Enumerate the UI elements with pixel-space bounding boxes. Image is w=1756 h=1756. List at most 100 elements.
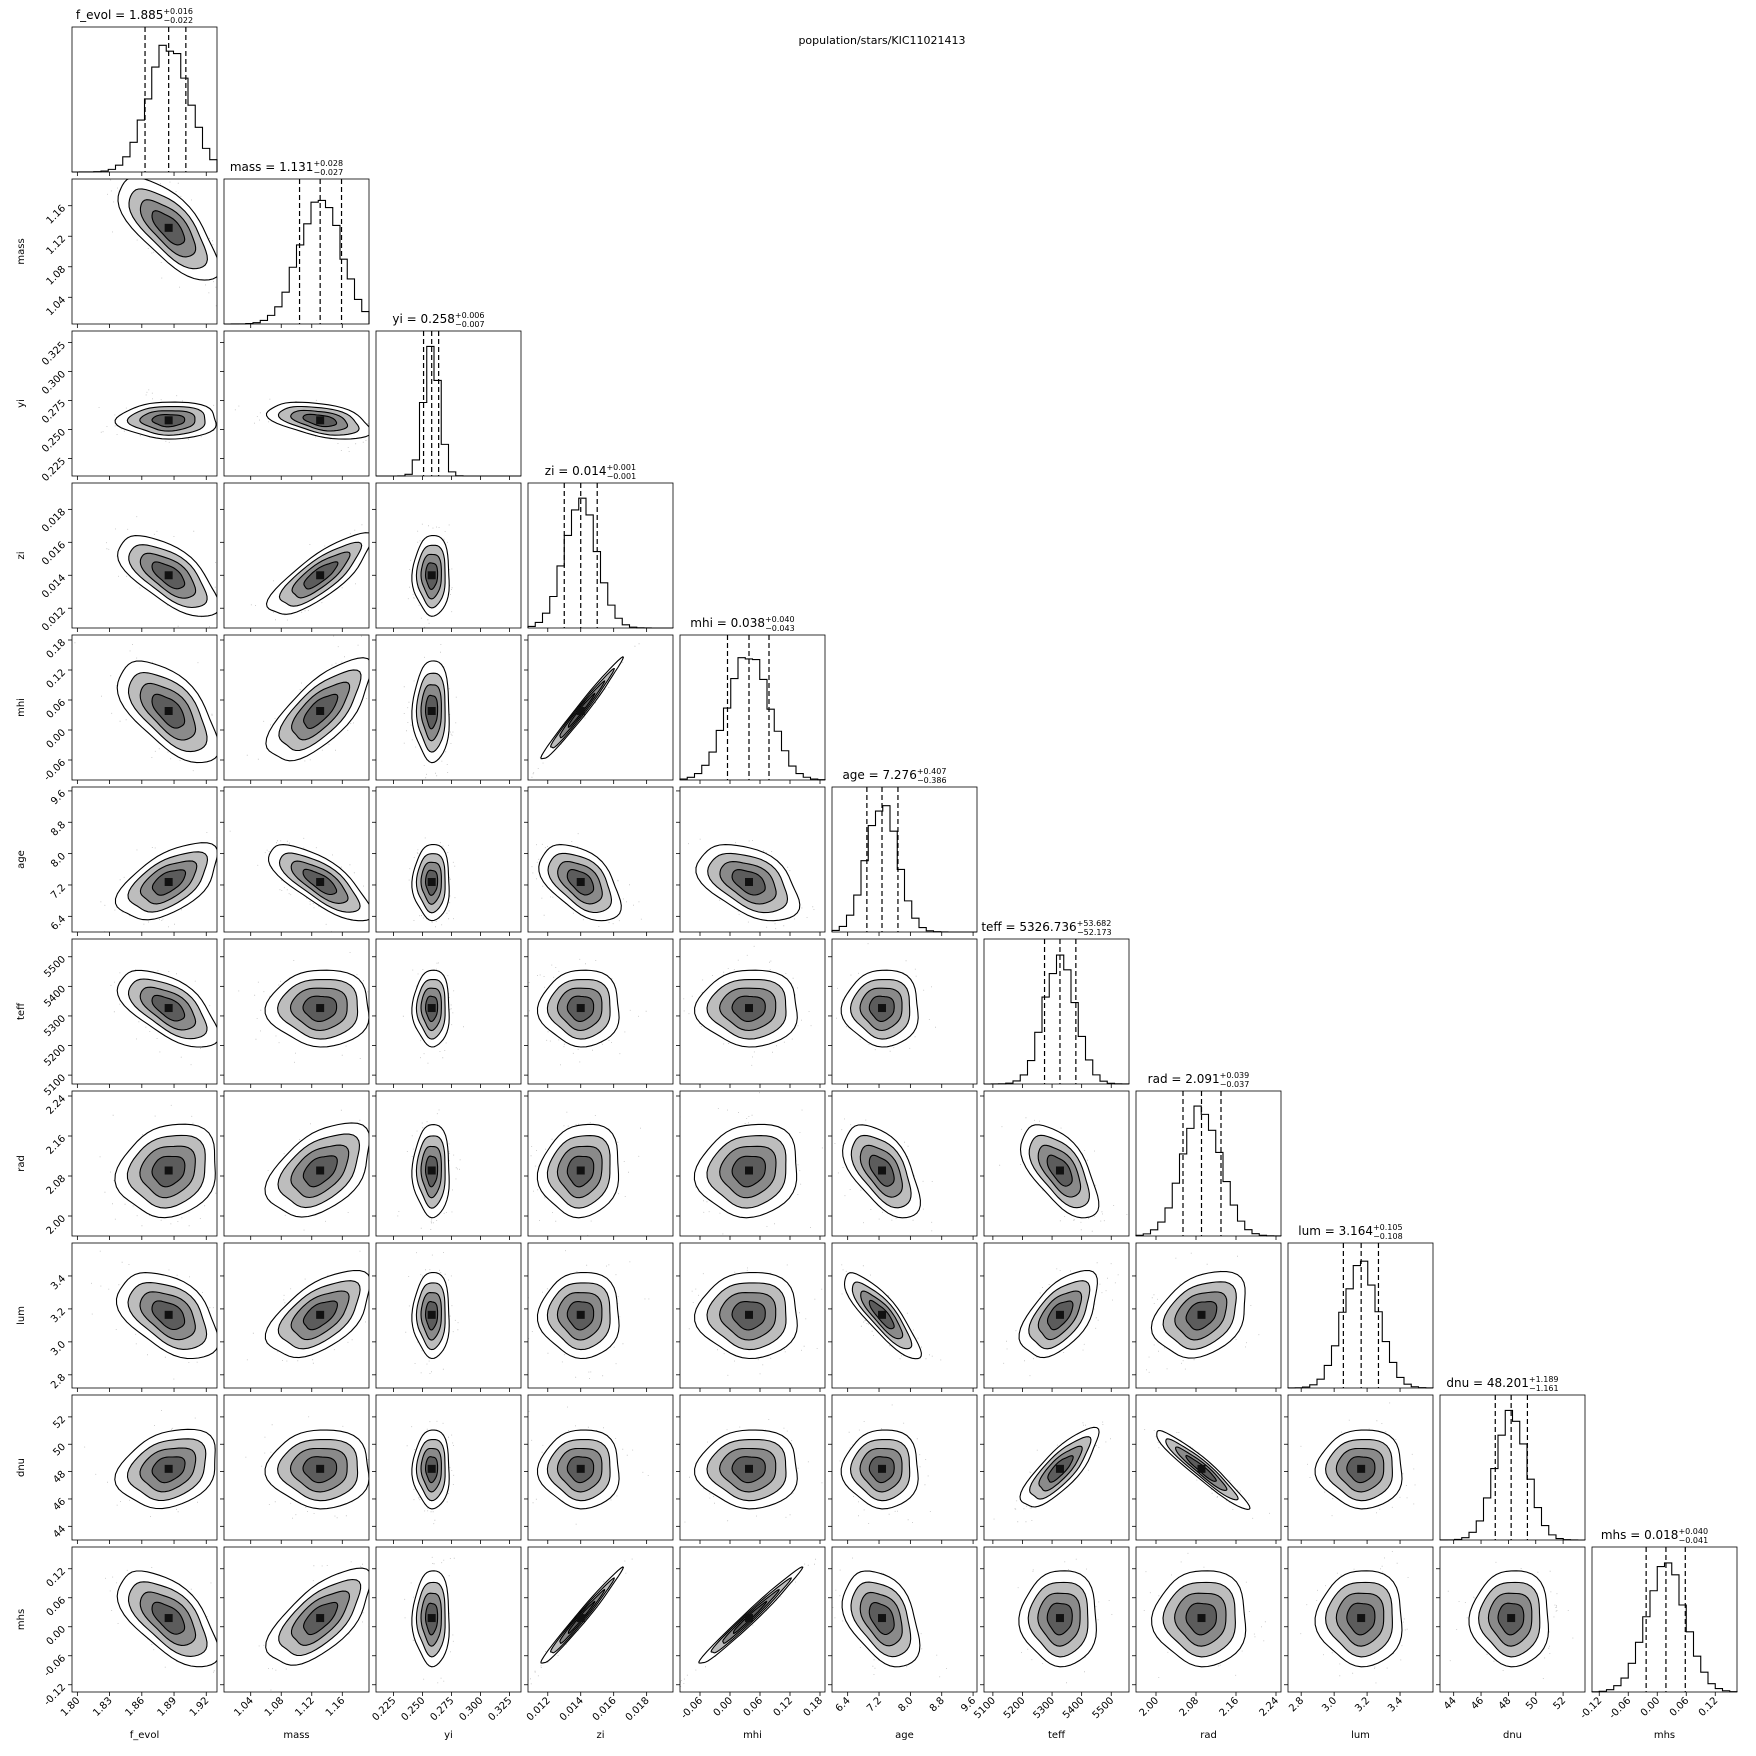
y-axis-label-mass: mass [16,238,27,264]
scatter-panel-rad-lum [1135,1242,1282,1389]
panel-frame [1287,1394,1434,1541]
y-tick-label: 0.00 [45,1624,69,1648]
density-peak [745,1166,753,1175]
panel-frame [375,786,522,933]
y-tick-label: 0.014 [40,573,68,601]
histogram-line-lum [1287,1260,1434,1389]
panel-frame [223,634,370,781]
y-axis-label-zi: zi [16,551,27,559]
x-tick-label: -0.06 [679,1695,705,1721]
scatter-panel-mass-dnu [223,1394,370,1541]
y-tick-label: 5300 [42,1013,68,1039]
scatter-panel-zi-mhs [527,1546,674,1693]
panel-frame [983,1546,1130,1693]
histogram-line-dnu [1439,1409,1586,1541]
histogram-panel-mhs: mhs = 0.018+0.040 −0.041 [1591,1527,1738,1693]
scatter-panel-lum-mhs [1287,1546,1434,1693]
y-tick-label: 8.8 [49,820,68,839]
panel-frame [831,1242,978,1389]
scatter-panel-f_evol-mhs [71,1546,218,1693]
panel-frame [223,786,370,933]
panel-title-age: age = 7.276+0.407 −0.386 [842,767,946,785]
histogram-panel-age: age = 7.276+0.407 −0.386 [831,767,978,933]
x-tick-label: -0.12 [1578,1695,1604,1721]
scatter-panel-age-mhs [831,1546,978,1693]
x-axis-label-age: age [895,1730,914,1741]
panel-frame [223,482,370,629]
x-axis-label-yi: yi [444,1730,453,1741]
density-peak [164,571,173,580]
scatter-panel-mhi-lum [679,1242,826,1389]
x-axis-label-mass: mass [283,1730,309,1741]
panel-title-f_evol: f_evol = 1.885+0.016 −0.022 [76,7,193,25]
scatter-panel-yi-lum [375,1242,522,1389]
density-peak [878,1614,887,1623]
panel-frame [375,1394,522,1541]
y-tick-label: 0.016 [40,540,68,568]
scatter-panel-mass-rad [223,1090,370,1237]
panel-title-rad: rad = 2.091+0.039 −0.037 [1148,1071,1250,1089]
x-tick-label: 6.4 [834,1695,853,1714]
x-tick-label: 1.92 [188,1695,212,1719]
scatter-panel-mhi-rad [679,1090,826,1237]
scatter-panel-zi-rad [527,1090,674,1237]
y-axis-label-yi: yi [16,399,27,408]
x-tick-label: 0.225 [370,1695,398,1723]
y-axis-label-age: age [16,850,27,869]
y-tick-label: 0.018 [40,507,68,535]
panel-frame [1135,1546,1282,1693]
panel-frame [223,330,370,477]
x-tick-label: 2.24 [1258,1695,1282,1719]
density-peak [427,1310,436,1319]
scatter-panel-f_evol-rad [71,1090,218,1237]
histogram-panel-mass: mass = 1.131+0.028 −0.027 [223,159,370,325]
density-peak [745,1310,753,1319]
histogram-line-yi [376,345,521,477]
y-tick-label: 5200 [42,1043,68,1069]
scatter-panel-zi-age [527,786,674,933]
panel-frame [71,1090,218,1237]
histogram-panel-yi: yi = 0.258+0.006 −0.007 [375,311,522,477]
x-tick-label: 0.325 [486,1695,514,1723]
density-peak [427,1166,436,1175]
x-tick-label: 1.86 [123,1695,147,1719]
density-peak [164,416,173,425]
density-peak [576,1464,585,1473]
panel-frame [71,178,218,325]
scatter-panel-mhi-dnu [679,1394,826,1541]
scatter-panel-yi-rad [375,1090,522,1237]
panel-frame [983,1090,1130,1237]
density-peak [316,1464,325,1473]
scatter-panel-f_evol-zi [71,482,218,629]
y-tick-label: -0.06 [42,1653,68,1679]
density-peak [745,1464,753,1473]
scatter-panel-mass-lum [223,1242,370,1389]
panel-frame [527,1394,674,1541]
x-tick-label: 5100 [972,1695,998,1721]
y-tick-label: 0.00 [45,727,69,751]
x-tick-label: 46 [1469,1695,1486,1712]
x-tick-label: 3.0 [1320,1695,1339,1714]
scatter-panel-rad-mhs [1135,1546,1282,1693]
y-tick-label: 0.12 [45,667,69,691]
x-tick-label: 1.80 [59,1695,83,1719]
x-axis-label-rad: rad [1200,1730,1217,1741]
y-axis-label-rad: rad [16,1155,27,1172]
density-peak [316,416,325,425]
y-axis-label-dnu: dnu [16,1458,27,1477]
x-tick-label: 0.00 [1639,1695,1663,1719]
panel-frame [71,1394,218,1541]
panel-frame [375,1090,522,1237]
scatter-panel-zi-mhi [527,634,674,781]
density-peak [878,1166,887,1175]
x-axis-label-mhi: mhi [743,1730,762,1741]
panel-frame [223,1394,370,1541]
y-tick-label: 2.00 [45,1213,69,1237]
panel-frame [223,1546,370,1693]
x-tick-label: 0.275 [428,1695,456,1723]
scatter-panel-f_evol-mass [71,178,218,325]
panel-frame [71,330,218,477]
density-peak [427,877,436,886]
panel-frame [375,482,522,629]
panel-frame [679,1090,826,1237]
